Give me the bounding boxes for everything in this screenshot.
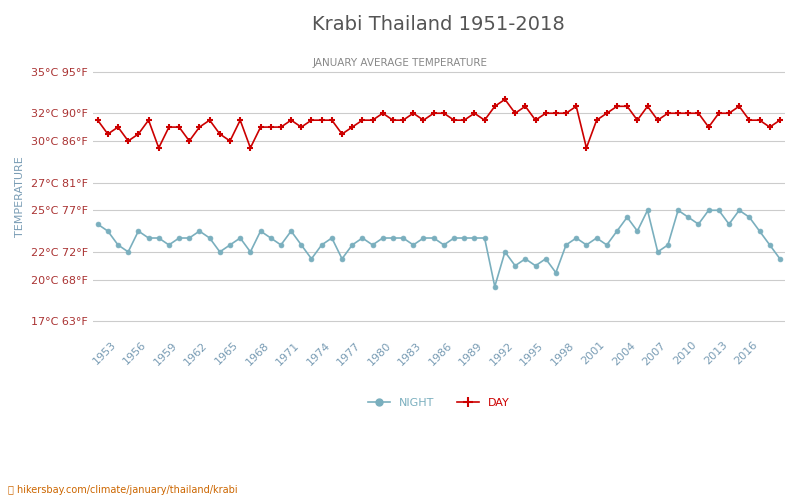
Text: JANUARY AVERAGE TEMPERATURE: JANUARY AVERAGE TEMPERATURE	[313, 58, 487, 68]
Legend: NIGHT, DAY: NIGHT, DAY	[363, 394, 514, 412]
Y-axis label: TEMPERATURE: TEMPERATURE	[15, 156, 25, 237]
Text: 📍 hikersbay.com/climate/january/thailand/krabi: 📍 hikersbay.com/climate/january/thailand…	[8, 485, 238, 495]
Title: Krabi Thailand 1951-2018: Krabi Thailand 1951-2018	[312, 15, 565, 34]
